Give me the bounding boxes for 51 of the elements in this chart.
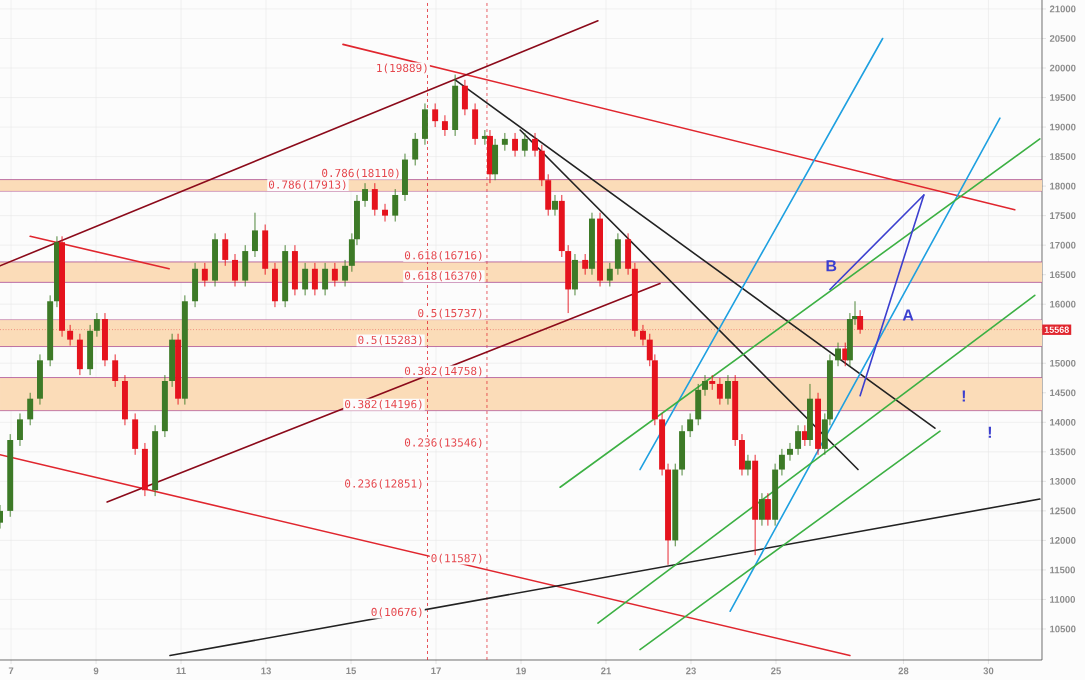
annotation: 0.236(12851) (345, 479, 422, 489)
x-tick-label: 21 (601, 667, 612, 675)
annotation: 0.5(15737) (418, 308, 482, 319)
annotation: B (826, 260, 837, 272)
y-tick-label: 13000 (1050, 477, 1076, 485)
annotation: 0.5(15283) (358, 335, 422, 346)
y-tick-label: 15000 (1050, 359, 1076, 367)
annotation: 0.618(16370) (404, 271, 482, 282)
x-tick-label: 28 (898, 667, 909, 675)
y-tick-label: 17000 (1050, 241, 1076, 249)
y-tick-label: 11000 (1050, 596, 1076, 603)
ref-line-label: 15568 (1044, 326, 1069, 333)
x-tick-label: 19 (516, 667, 526, 675)
annotation: ! (962, 390, 965, 402)
y-tick-label: 19000 (1050, 123, 1076, 131)
x-tick-label: 13 (261, 667, 271, 675)
y-tick-label: 14500 (1050, 389, 1076, 397)
y-tick-label: 13500 (1050, 448, 1076, 456)
x-tick-label: 11 (176, 667, 186, 675)
annotation: A (902, 309, 914, 321)
y-tick-label: 21000 (1049, 5, 1076, 13)
y-tick-label: 18000 (1050, 182, 1076, 190)
annotation: 0(11587) (431, 553, 482, 564)
y-tick-label: 12000 (1050, 537, 1076, 544)
annotation: 0.382(14196) (345, 399, 422, 410)
y-tick-label: 16000 (1050, 300, 1076, 308)
x-tick-label: 17 (431, 667, 441, 675)
y-tick-label: 17500 (1050, 212, 1076, 219)
annotation: 0.618(16716) (404, 250, 482, 261)
y-tick-label: 14000 (1050, 418, 1076, 426)
annotation: 0(10676) (371, 607, 422, 618)
y-tick-label: 20000 (1049, 64, 1076, 72)
y-tick-label: 10500 (1050, 625, 1076, 633)
y-tick-label: 18500 (1050, 153, 1076, 160)
x-tick-label: 7 (8, 667, 14, 675)
y-tick-label: 16500 (1050, 271, 1076, 279)
x-tick-label: 23 (686, 667, 696, 675)
y-tick-label: 20500 (1049, 35, 1076, 42)
annotation: 0.786(18110) (322, 168, 399, 179)
x-tick-label: 25 (771, 667, 781, 675)
y-tick-label: 19500 (1050, 94, 1076, 101)
x-tick-label: 15 (346, 667, 357, 675)
y-tick-label: 12500 (1050, 507, 1076, 515)
annotation: 1(19889) (377, 63, 427, 74)
y-tick-label: 11500 (1050, 566, 1076, 574)
x-tick-label: 9 (93, 667, 99, 675)
x-tick-label: 30 (983, 667, 994, 675)
annotation: 0.786(17913) (268, 180, 346, 191)
annotation: 0.236(13546) (404, 438, 482, 448)
annotation: ! (988, 426, 992, 438)
annotation: 0.382(14758) (404, 366, 482, 377)
